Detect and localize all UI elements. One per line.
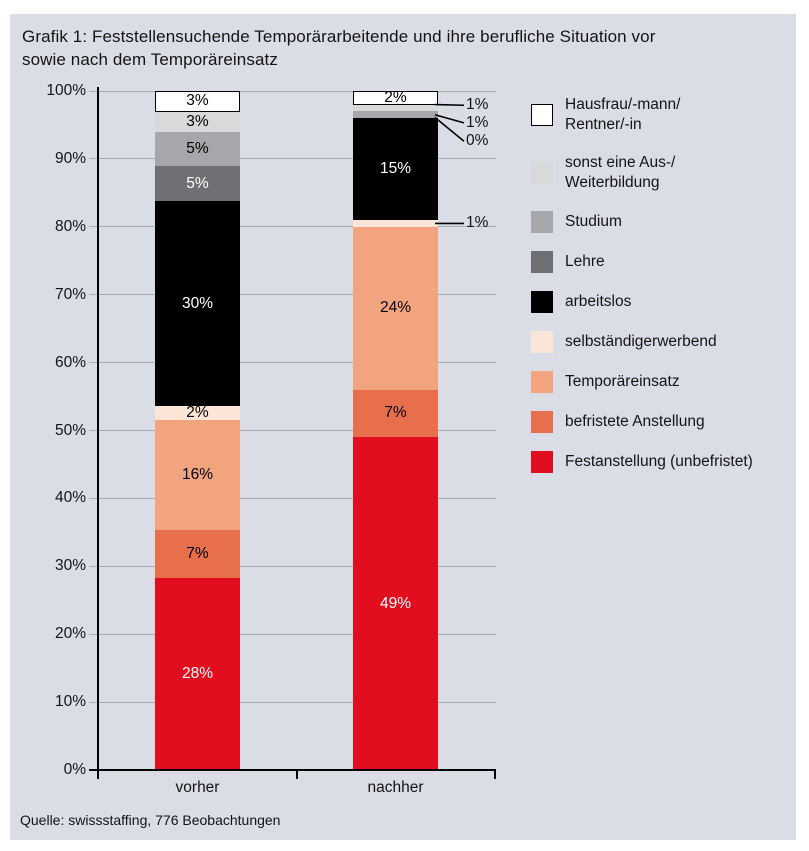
callout-label: 1% [466, 214, 489, 232]
y-axis-tick-label: 60% [54, 353, 86, 371]
bar-segment-value: 15% [379, 160, 412, 178]
chart-title-line2: sowie nach dem Temporäreinsatz [22, 50, 278, 69]
legend-label: Temporäreinsatz [565, 373, 680, 390]
legend-swatch [531, 371, 553, 393]
legend-item: Studium [531, 211, 753, 233]
bar-nachher: 2% 15% 24% 7% 49% [353, 88, 438, 770]
legend-label: Hausfrau/-mann/ Rentner/-in [565, 96, 681, 133]
gridline [89, 565, 496, 567]
y-axis-tick-label: 100% [46, 82, 86, 99]
bar-segment-value: 3% [186, 92, 209, 110]
bar-segment: 3% [155, 111, 240, 133]
y-axis-line [97, 87, 99, 772]
legend: Hausfrau/-mann/ Rentner/-in sonst eine Au… [531, 95, 753, 473]
legend-swatch [531, 104, 553, 126]
bar-segment: 5% [155, 166, 240, 201]
x-axis-tick [296, 770, 298, 779]
bar-vorher: 3% 3% 5% 5% 30% 2% 16% 7% 28% [155, 91, 240, 770]
bar-segment: 3% [155, 91, 240, 112]
bar-segment-value: 49% [379, 594, 412, 612]
gridline [89, 430, 496, 431]
legend-swatch [531, 211, 553, 233]
legend-item: Temporäreinsatz [531, 371, 753, 393]
x-axis-category-label: nachher [367, 779, 424, 796]
y-axis-tick-label: 50% [54, 421, 86, 439]
legend-label: arbeitslos [565, 293, 632, 310]
legend-item: Hausfrau/-mann/ Rentner/-in [531, 95, 753, 135]
legend-swatch [531, 251, 553, 273]
gridline [89, 633, 496, 635]
bar-segment-value: 2% [186, 404, 209, 422]
bar-segment-value: 7% [384, 404, 407, 422]
bar-segment-value: 28% [181, 664, 214, 682]
legend-item: Lehre [531, 251, 753, 273]
legend-item: sonst eine Aus-/ Weiterbildung [531, 153, 753, 193]
legend-swatch [531, 331, 553, 353]
legend-item: selbständigerwerbend [531, 331, 753, 353]
bar-segment-value: 5% [186, 174, 209, 192]
callout-label: 1% [466, 96, 489, 114]
legend-swatch [531, 451, 553, 473]
chart-title: Grafik 1: Feststellensuchende Temporärar… [22, 25, 767, 71]
bar-segment: 7% [155, 529, 240, 578]
legend-label: selbständigerwerbend [565, 333, 717, 350]
y-axis-tick-label: 40% [54, 489, 86, 507]
x-axis-tick [494, 770, 496, 779]
gridline [89, 701, 496, 703]
y-axis-tick-label: 30% [54, 557, 86, 575]
legend-label: Lehre [565, 253, 605, 270]
x-axis-category-label: vorher [175, 779, 220, 796]
legend-swatch [531, 411, 553, 433]
bar-segment-value: 5% [186, 140, 209, 158]
bar-segment [353, 104, 438, 112]
source-note: Quelle: swissstaffing, 776 Beobachtungen [20, 812, 281, 828]
gridline [89, 497, 496, 499]
bar-segment-value: 2% [384, 88, 407, 106]
legend-swatch [531, 162, 553, 184]
callout-label: 0% [466, 132, 489, 150]
legend-item: Festanstellung (unbefristet) [531, 451, 753, 473]
y-axis-tick-label: 0% [63, 761, 86, 778]
legend-label: Studium [565, 213, 622, 230]
bar-segment: 28% [155, 577, 240, 770]
bar-segment: 16% [155, 420, 240, 530]
bar-segment: 2% [353, 88, 438, 106]
bar-segment: 5% [155, 132, 240, 167]
y-axis-tick-label: 10% [54, 693, 86, 711]
legend-label: befristete Anstellung [565, 413, 705, 430]
legend-label: sonst eine Aus-/ Weiterbildung [565, 154, 676, 191]
bar-segment: 24% [353, 226, 438, 390]
bar-segment [353, 219, 438, 227]
legend-item: arbeitslos [531, 291, 753, 313]
legend-label: Festanstellung (unbefristet) [565, 453, 753, 470]
bar-segment: 7% [353, 389, 438, 438]
callout-label: 1% [466, 113, 489, 131]
gridline [89, 158, 496, 160]
bar-segment-value: 3% [186, 112, 209, 130]
gridline [89, 362, 496, 364]
bar-segment: 49% [353, 437, 438, 770]
gridline [89, 90, 496, 92]
legend-item: befristete Anstellung [531, 411, 753, 433]
chart-title-line1: Grafik 1: Feststellensuchende Temporärar… [22, 27, 656, 46]
y-axis-tick-label: 80% [54, 217, 86, 235]
bar-segment-value: 16% [181, 466, 214, 483]
bar-segment: 2% [155, 404, 240, 422]
bar-segment: 30% [155, 200, 240, 407]
y-axis-tick-label: 90% [54, 149, 86, 167]
legend-swatch [531, 291, 553, 313]
bar-segment-value: 7% [186, 544, 209, 562]
bar-segment [353, 111, 438, 119]
gridline [89, 226, 496, 228]
bar-segment-value: 30% [181, 294, 214, 312]
gridline [89, 294, 496, 296]
bar-segment: 15% [353, 118, 438, 220]
x-axis-tick [97, 770, 99, 779]
bar-segment-value: 24% [379, 299, 412, 317]
y-axis-tick-label: 20% [54, 625, 86, 643]
y-axis-tick-label: 70% [54, 285, 86, 303]
x-axis-line [89, 769, 496, 771]
